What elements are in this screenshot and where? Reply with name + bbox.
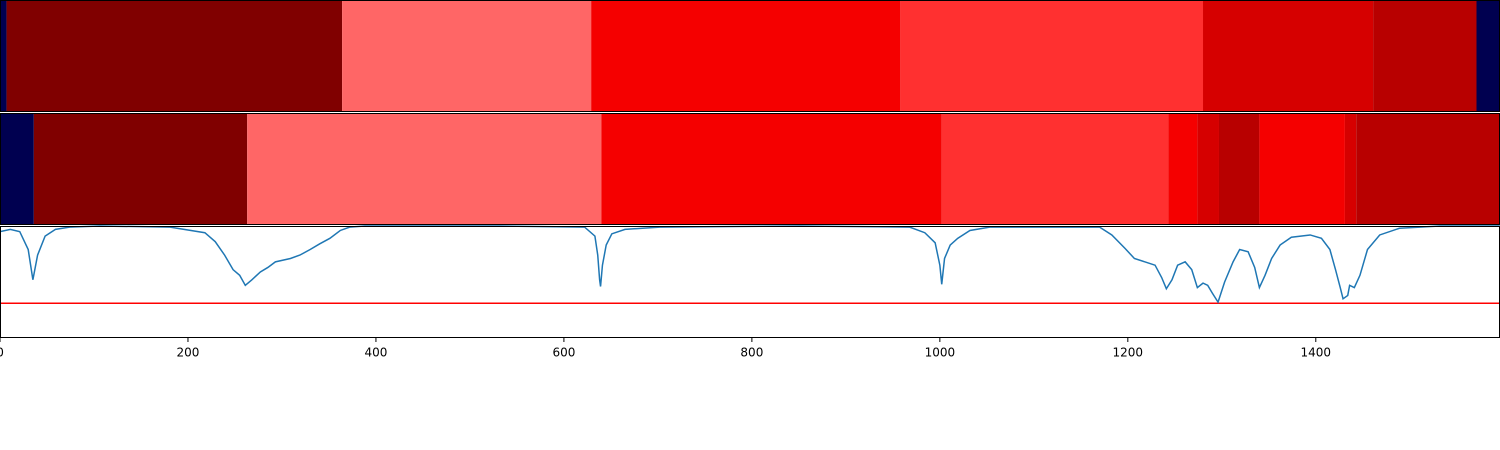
segment xyxy=(0,0,7,112)
panel-frame xyxy=(0,226,1500,338)
data-line xyxy=(0,225,1500,304)
segment xyxy=(1218,113,1260,225)
segment xyxy=(6,0,343,112)
x-tick-label: 200 xyxy=(177,346,200,360)
x-tick-label: 1200 xyxy=(1113,346,1144,360)
segment xyxy=(1373,0,1477,112)
segment xyxy=(591,0,901,112)
segment xyxy=(1197,113,1219,225)
segment xyxy=(1356,113,1500,225)
x-tick-label: 800 xyxy=(740,346,763,360)
segment xyxy=(1168,113,1198,225)
segment xyxy=(941,113,1169,225)
segment xyxy=(0,113,34,225)
x-tick-label: 600 xyxy=(552,346,575,360)
segment xyxy=(33,113,248,225)
x-tick-label: 400 xyxy=(364,346,387,360)
segment xyxy=(1344,113,1357,225)
segment xyxy=(601,113,942,225)
x-tick-label: 0 xyxy=(0,346,4,360)
segment xyxy=(1476,0,1500,112)
segment xyxy=(1259,113,1345,225)
segment xyxy=(1203,0,1374,112)
segment xyxy=(247,113,602,225)
x-tick-label: 1400 xyxy=(1301,346,1332,360)
segment xyxy=(342,0,592,112)
x-tick-label: 1000 xyxy=(925,346,956,360)
segment xyxy=(900,0,1204,112)
